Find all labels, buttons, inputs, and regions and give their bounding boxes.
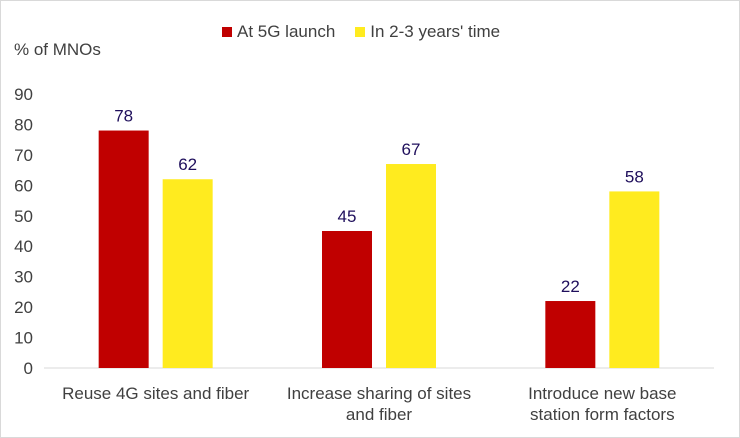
bar-series-2	[162, 179, 213, 368]
x-tick-label: station form factors	[530, 405, 675, 424]
data-label: 67	[402, 140, 421, 159]
x-tick-label: and fiber	[346, 405, 412, 424]
bar-series-1	[98, 130, 149, 368]
y-tick-label: 0	[24, 359, 33, 378]
x-tick-label: Introduce new base	[528, 384, 676, 403]
legend-swatch-series-1	[222, 27, 232, 37]
bar-series-1	[322, 231, 372, 368]
x-tick-label: Reuse 4G sites and fiber	[62, 384, 249, 403]
data-label: 58	[625, 167, 644, 186]
legend-swatch-series-2	[355, 27, 366, 37]
y-tick-label: 30	[14, 268, 33, 287]
legend-item-series-2: In 2-3 years' time	[355, 22, 500, 42]
chart-legend: At 5G launch In 2-3 years' time	[222, 22, 500, 42]
bar-series-2	[386, 164, 436, 368]
data-label: 45	[338, 207, 357, 226]
legend-label-series-2: In 2-3 years' time	[370, 22, 501, 41]
legend-label-series-1: At 5G launch	[237, 22, 336, 41]
y-tick-label: 60	[14, 176, 33, 195]
y-tick-label: 70	[14, 146, 33, 165]
x-tick-label: Increase sharing of sites	[287, 384, 471, 403]
data-label: 62	[178, 155, 197, 174]
y-axis-label: % of MNOs	[14, 40, 101, 59]
legend-item-series-1: At 5G launch	[222, 22, 335, 42]
data-label: 78	[114, 107, 133, 126]
bar-series-1	[545, 301, 596, 368]
data-label: 22	[561, 277, 580, 296]
y-tick-label: 10	[14, 329, 33, 348]
y-tick-label: 50	[14, 207, 33, 226]
y-tick-label: 40	[14, 237, 33, 256]
y-tick-label: 90	[14, 85, 33, 104]
bar-series-2	[609, 191, 660, 368]
y-tick-label: 80	[14, 115, 33, 134]
y-tick-label: 20	[14, 298, 33, 317]
